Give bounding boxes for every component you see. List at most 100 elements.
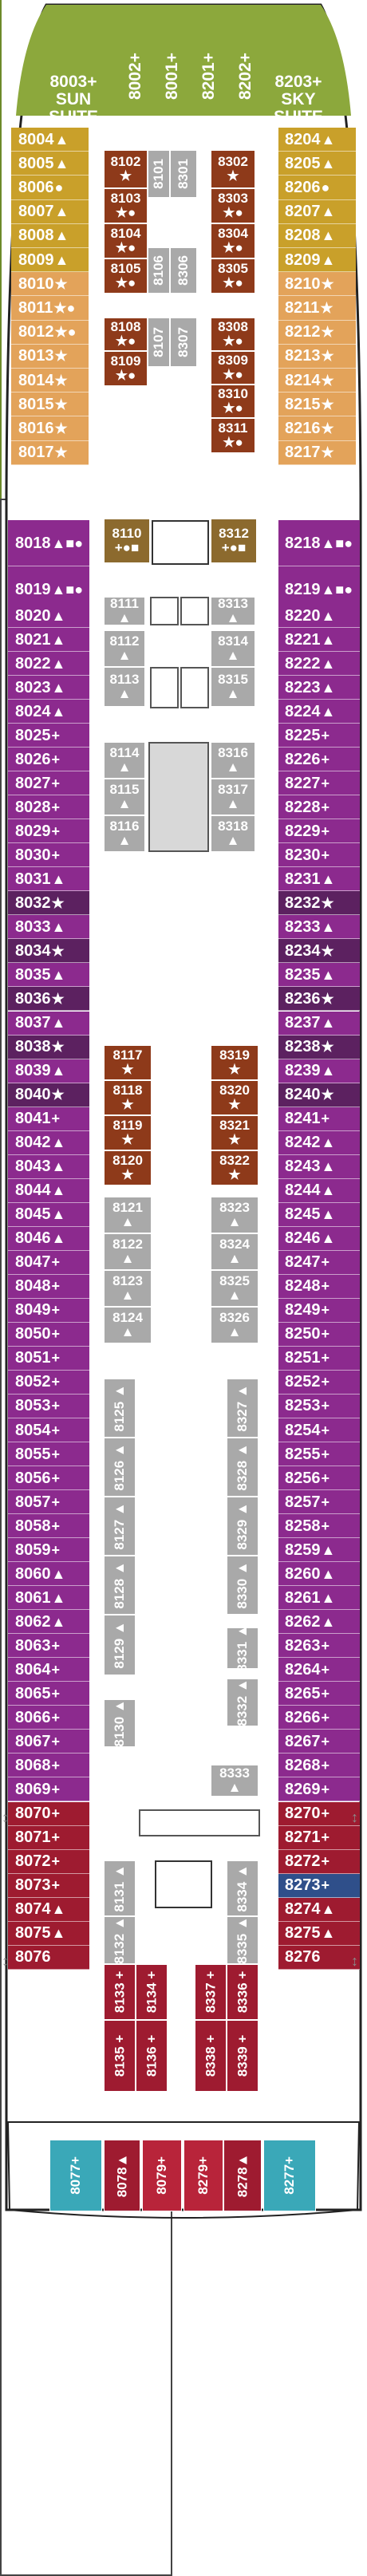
cabin-label: 8310 ★● (218, 386, 248, 416)
cabin-number: 8004 (18, 130, 54, 148)
cabin-8013: 8013 ★ (11, 344, 89, 369)
cabin-number: 8043 (15, 1158, 51, 1176)
cabin-8329: 8329 ▲ (227, 1497, 258, 1556)
cabin-number: 8063 (15, 1636, 51, 1655)
cabin-symbol: + (51, 1853, 61, 1870)
cabin-number: 8270 (285, 1805, 321, 1822)
cabin-label: 8337 + (203, 1970, 219, 2014)
suite-number: 8002+ (125, 53, 144, 101)
cabin-symbol: + (51, 1110, 61, 1127)
cabin-number: 8206 (285, 178, 321, 196)
cabin-symbol: ★ (54, 444, 68, 461)
cabin-label: 8305 ★● (218, 261, 248, 290)
cabin-label: 8321 ★ (219, 1118, 250, 1147)
cabin-number: 8035 (15, 965, 51, 984)
stairway (152, 520, 209, 565)
cabin-label: 8309 ★● (218, 353, 248, 382)
cabin-symbol: ★ (321, 444, 334, 461)
cabin-number: 8067 (15, 1732, 51, 1750)
cabin-symbol: + (321, 751, 330, 767)
cabin-number: 8013 (18, 347, 54, 365)
cabin-symbol: ★● (53, 299, 76, 316)
cabin-number: 8062 (15, 1612, 51, 1631)
cabin-label: 8130 ▲ (112, 1699, 128, 1747)
cabin-symbol: ▲ (321, 1158, 336, 1175)
cabin-symbol: ▲ (51, 966, 66, 983)
cabin-8044: 8044 ▲ (8, 1178, 89, 1203)
cabin-8212: 8212 ★ (278, 320, 356, 345)
cabin-8074: 8074 ▲ (8, 1897, 89, 1922)
cabin-8007: 8007 ▲ (11, 199, 89, 224)
cabin-8220: 8220 ▲ (278, 604, 360, 629)
cabin-number: 8230 (285, 846, 321, 864)
cabin-number: 8006 (18, 178, 54, 196)
cabin-8027: 8027 + (8, 771, 89, 796)
cabin-number: 8019 (15, 580, 51, 598)
cabin-label: 8108 ★● (110, 319, 141, 349)
cabin-symbol: ★ (51, 894, 65, 911)
cabin-symbol: + (51, 1517, 61, 1534)
cabin-8249: 8249 + (278, 1298, 360, 1323)
cabin-8335: 8335 ▲ (227, 1916, 258, 1964)
cabin-number: 8246 (285, 1229, 321, 1248)
cabin-8123: 8123 ▲ (104, 1270, 152, 1307)
cabin-symbol: ★ (321, 275, 334, 292)
cabin-8110: 8110 +●■ (104, 519, 150, 563)
cabin-label: 8331 ▲ (235, 1624, 251, 1672)
cabin-number: 8055 (15, 1445, 51, 1463)
cabin-8326: 8326 ▲ (211, 1307, 258, 1343)
cabin-number: 8256 (285, 1469, 321, 1487)
cabin-8017: 8017 ★ (11, 440, 89, 465)
cabin-number: 8066 (15, 1708, 51, 1726)
cabin-label: 8106 (151, 255, 167, 286)
cabin-symbol: + (51, 1278, 61, 1295)
cabin-symbol: ▲ (321, 1925, 336, 1942)
cabin-symbol: ▲ (321, 155, 336, 172)
cabin-symbol: + (321, 1446, 330, 1462)
cabin-label: 8312 +●■ (219, 526, 249, 555)
cabin-symbol: ★ (54, 372, 68, 389)
cabin-8235: 8235 ▲ (278, 963, 360, 988)
cabin-8111: 8111 ▲ (104, 597, 145, 625)
cabin-number: 8238 (285, 1038, 321, 1056)
cabin-8233: 8233 ▲ (278, 915, 360, 940)
cabin-symbol: + (321, 1493, 330, 1510)
cabin-8033: 8033 ▲ (8, 915, 89, 940)
cabin-label: 8339 + (235, 2034, 251, 2077)
cabin-symbol: ▲ (321, 870, 336, 887)
cabin-symbol: ★ (54, 420, 68, 436)
cabin-8224: 8224 ▲ (278, 700, 360, 724)
cabin-8103: 8103 ★● (104, 188, 148, 223)
cabin-symbol: ▲ (51, 1134, 66, 1151)
cabin-8024: 8024 ▲ (8, 700, 89, 724)
cabin-8049: 8049 + (8, 1298, 89, 1323)
suite-number: 8001+ (162, 53, 181, 101)
cabin-number: 8034 (15, 941, 51, 960)
cabin-number: 8224 (285, 702, 321, 720)
cabin-label: 8311 ★● (218, 420, 248, 450)
cabin-8257: 8257 + (278, 1490, 360, 1515)
cabin-number: 8021 (15, 630, 51, 649)
cabin-8223: 8223 ▲ (278, 676, 360, 700)
cabin-8050: 8050 + (8, 1322, 89, 1347)
cabin-label: 8101 (151, 159, 167, 189)
cabin-8011: 8011 ★● (11, 296, 89, 321)
cabin-8243: 8243 ▲ (278, 1154, 360, 1179)
cabin-number: 8209 (285, 250, 321, 269)
cabin-number: 8264 (285, 1660, 321, 1679)
cabin-symbol: ▲ (51, 607, 66, 624)
cabin-symbol: + (321, 823, 330, 839)
cabin-number: 8052 (15, 1373, 51, 1391)
cabin-8069: 8069 + (8, 1777, 89, 1802)
cabin-number: 8051 (15, 1349, 51, 1367)
cabin-8012: 8012 ★● (11, 320, 89, 345)
cabin-label: 8110 +●■ (112, 526, 142, 555)
cabin-label: 8077+ (68, 2156, 84, 2195)
cabin-symbol: ★ (321, 1039, 334, 1055)
cabin-number: 8219 (285, 580, 321, 598)
cabin-8333: 8333 ▲ (211, 1765, 258, 1797)
cabin-number: 8213 (285, 347, 321, 365)
cabin-8275: 8275 ▲ (278, 1921, 360, 1946)
cabin-number: 8215 (285, 395, 321, 413)
cabin-number: 8216 (285, 419, 321, 437)
